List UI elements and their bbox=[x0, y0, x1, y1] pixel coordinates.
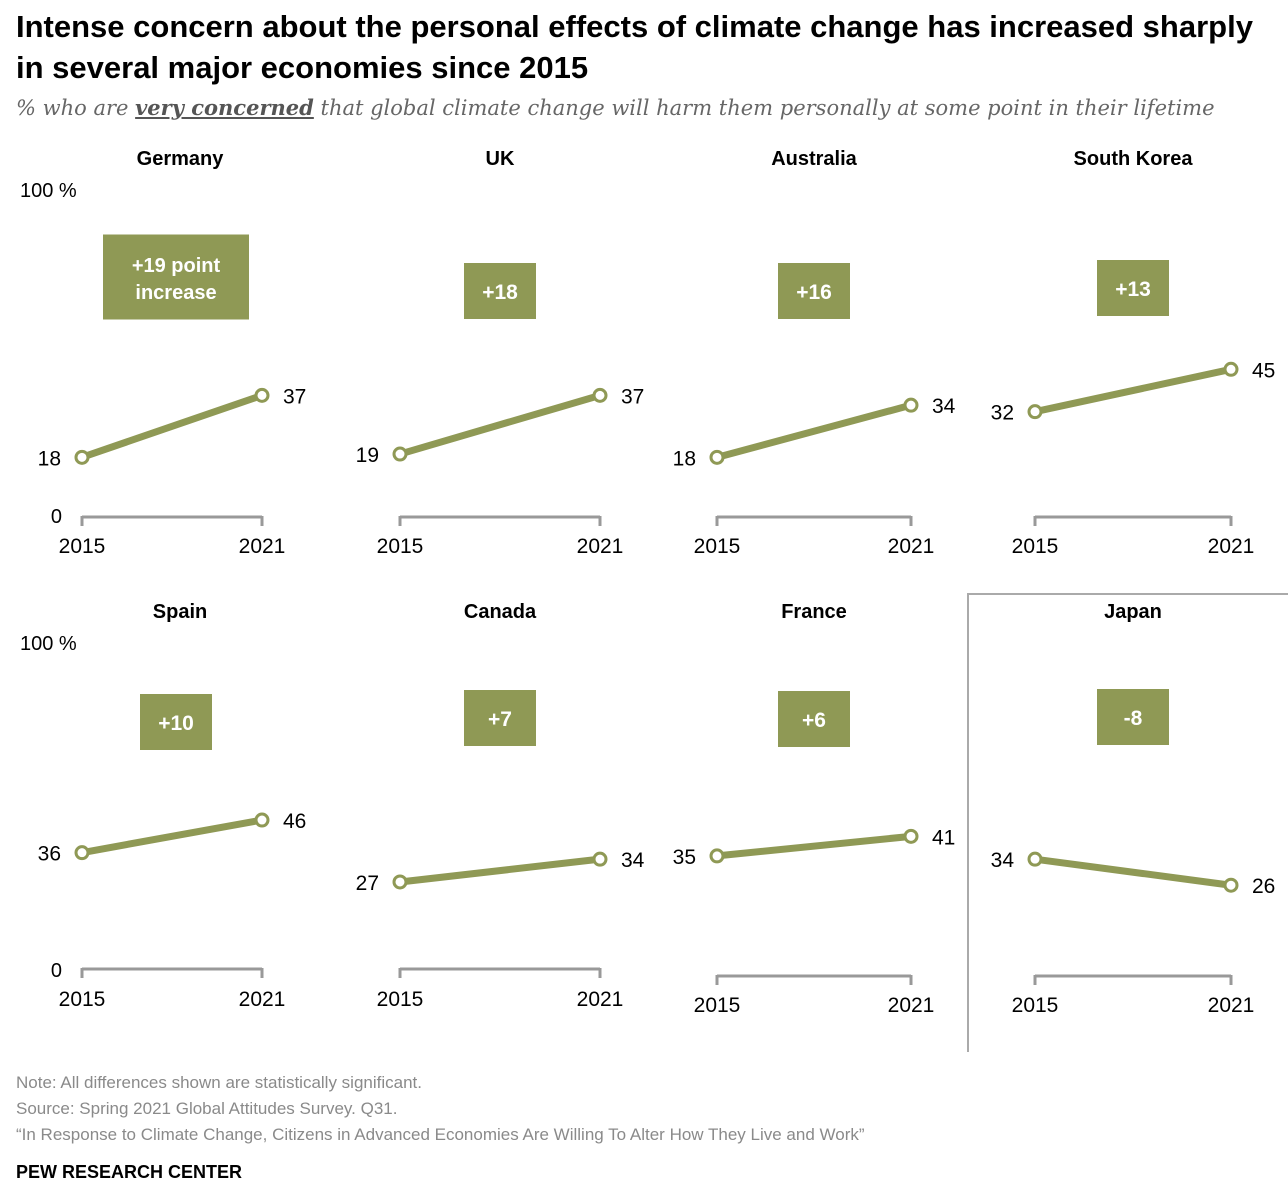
series-line-australia bbox=[713, 401, 915, 461]
data-point-2015 bbox=[709, 848, 725, 864]
data-point-2021 bbox=[1223, 361, 1239, 377]
data-label-2021: 26 bbox=[1252, 875, 1275, 898]
panel-title-south-korea: South Korea bbox=[1074, 148, 1194, 170]
data-point-2015 bbox=[1027, 851, 1043, 867]
note-text: Note: All differences shown are statisti… bbox=[16, 1073, 422, 1092]
x-tick-label: 2015 bbox=[694, 994, 741, 1017]
data-label-2015: 35 bbox=[673, 846, 696, 869]
x-tick-label: 2021 bbox=[1208, 994, 1255, 1017]
y-axis-zero-label: 0 bbox=[51, 960, 62, 982]
x-tick-label: 2015 bbox=[377, 535, 424, 558]
data-label-2021: 41 bbox=[932, 826, 955, 849]
data-point-2021 bbox=[592, 387, 608, 403]
data-point-2021 bbox=[254, 812, 270, 828]
panel-title-canada: Canada bbox=[464, 601, 537, 623]
change-badge-label: +7 bbox=[488, 708, 512, 731]
series-line-japan bbox=[1031, 855, 1235, 889]
data-label-2015: 18 bbox=[38, 447, 61, 470]
change-badge-label: +13 bbox=[1115, 278, 1151, 301]
data-label-2021: 45 bbox=[1252, 359, 1275, 382]
series-line-spain bbox=[78, 816, 266, 857]
data-label-2021: 46 bbox=[283, 810, 306, 833]
change-badge-label: +16 bbox=[796, 281, 832, 304]
data-label-2015: 36 bbox=[38, 843, 61, 866]
data-label-2015: 34 bbox=[991, 849, 1015, 872]
data-point-2015 bbox=[392, 446, 408, 462]
series-line-south-korea bbox=[1031, 365, 1235, 416]
x-tick-label: 2015 bbox=[59, 988, 106, 1011]
data-point-2015 bbox=[74, 449, 90, 465]
change-badge-south-korea bbox=[1097, 260, 1169, 316]
change-badge-japan bbox=[1097, 689, 1169, 745]
x-tick-label: 2021 bbox=[888, 535, 935, 558]
data-label-2021: 37 bbox=[283, 385, 306, 408]
series-line-canada bbox=[396, 855, 604, 886]
data-label-2015: 19 bbox=[356, 444, 379, 467]
series-line-germany bbox=[78, 391, 266, 461]
data-label-2015: 27 bbox=[356, 872, 379, 895]
data-label-2015: 32 bbox=[991, 402, 1014, 425]
panel-title-japan: Japan bbox=[1104, 601, 1162, 623]
x-tick-label: 2021 bbox=[577, 988, 624, 1011]
series-line-uk bbox=[396, 391, 604, 458]
chart-subtitle: % who are very concerned that global cli… bbox=[16, 95, 1215, 120]
data-label-2015: 18 bbox=[673, 447, 696, 470]
data-point-2015 bbox=[1027, 404, 1043, 420]
x-tick-label: 2015 bbox=[1012, 535, 1059, 558]
data-point-2015 bbox=[709, 449, 725, 465]
data-label-2021: 34 bbox=[932, 395, 956, 418]
notes: Note: All differences shown are statisti… bbox=[16, 1070, 865, 1148]
data-point-2021 bbox=[254, 387, 270, 403]
panel-title-spain: Spain bbox=[153, 601, 207, 623]
y-axis-top-label: 100 % bbox=[20, 633, 77, 655]
data-point-2021 bbox=[1223, 877, 1239, 893]
change-badge-label: increase bbox=[135, 282, 216, 304]
change-badge-uk bbox=[464, 263, 536, 319]
change-badge-label: +6 bbox=[802, 709, 826, 732]
data-point-2021 bbox=[903, 828, 919, 844]
change-badge-spain bbox=[140, 694, 212, 750]
x-tick-label: 2015 bbox=[59, 535, 106, 558]
report-title: “In Response to Climate Change, Citizens… bbox=[16, 1125, 865, 1144]
change-badge-germany bbox=[103, 234, 249, 320]
change-badge-france bbox=[778, 691, 850, 747]
change-badge-canada bbox=[464, 690, 536, 746]
subtitle-prefix: % who are bbox=[16, 96, 136, 120]
change-badge-label: -8 bbox=[1124, 707, 1143, 730]
source-text: Source: Spring 2021 Global Attitudes Sur… bbox=[16, 1099, 398, 1118]
data-label-2021: 37 bbox=[621, 385, 644, 408]
data-point-2015 bbox=[74, 845, 90, 861]
chart-title: Intense concern about the personal effec… bbox=[16, 9, 1253, 85]
data-point-2021 bbox=[592, 851, 608, 867]
x-tick-label: 2015 bbox=[1012, 994, 1059, 1017]
change-badge-australia bbox=[778, 263, 850, 319]
data-label-2021: 34 bbox=[621, 849, 645, 872]
data-point-2021 bbox=[903, 397, 919, 413]
brand-logo-text: PEW RESEARCH CENTER bbox=[16, 1162, 243, 1182]
panel-title-france: France bbox=[781, 601, 847, 623]
subtitle-emphasis: very concerned bbox=[135, 95, 314, 120]
x-tick-label: 2021 bbox=[239, 988, 286, 1011]
change-badge-label: +10 bbox=[158, 712, 194, 735]
x-tick-label: 2021 bbox=[1208, 535, 1255, 558]
panel-title-germany: Germany bbox=[137, 148, 225, 170]
change-badge-label: +18 bbox=[482, 281, 518, 304]
x-tick-label: 2021 bbox=[888, 994, 935, 1017]
x-tick-label: 2021 bbox=[577, 535, 624, 558]
change-badge-label: +19 point bbox=[132, 255, 221, 277]
series-line-france bbox=[713, 832, 915, 860]
x-tick-label: 2015 bbox=[377, 988, 424, 1011]
y-axis-zero-label: 0 bbox=[51, 506, 62, 528]
y-axis-top-label: 100 % bbox=[20, 180, 77, 202]
subtitle-suffix: that global climate change will harm the… bbox=[313, 96, 1215, 120]
x-tick-label: 2015 bbox=[694, 535, 741, 558]
panel-title-australia: Australia bbox=[771, 148, 857, 170]
data-point-2015 bbox=[392, 874, 408, 890]
panel-title-uk: UK bbox=[486, 148, 515, 170]
x-tick-label: 2021 bbox=[239, 535, 286, 558]
